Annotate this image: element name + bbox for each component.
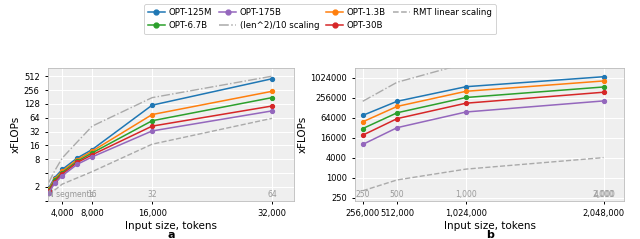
Text: a: a [168, 230, 175, 239]
Text: b: b [486, 230, 493, 239]
Text: 64: 64 [267, 190, 277, 199]
Text: N segments:: N segments: [48, 190, 97, 199]
Legend: OPT-125M, OPT-6.7B, OPT-175B, (len^2)/10 scaling, OPT-1.3B, OPT-30B, RMT linear : OPT-125M, OPT-6.7B, OPT-175B, (len^2)/10… [144, 4, 496, 34]
Text: 4,000: 4,000 [593, 190, 615, 199]
Y-axis label: xFLOPs: xFLOPs [298, 116, 307, 153]
Text: 250: 250 [355, 190, 370, 199]
Y-axis label: xFLOPs: xFLOPs [11, 116, 21, 153]
X-axis label: Input size, tokens: Input size, tokens [444, 221, 536, 231]
Text: 32: 32 [147, 190, 157, 199]
Text: 1,000: 1,000 [455, 190, 477, 199]
Text: 2,000: 2,000 [593, 190, 614, 199]
Text: 16: 16 [88, 190, 97, 199]
Text: 500: 500 [390, 190, 404, 199]
X-axis label: Input size, tokens: Input size, tokens [125, 221, 217, 231]
